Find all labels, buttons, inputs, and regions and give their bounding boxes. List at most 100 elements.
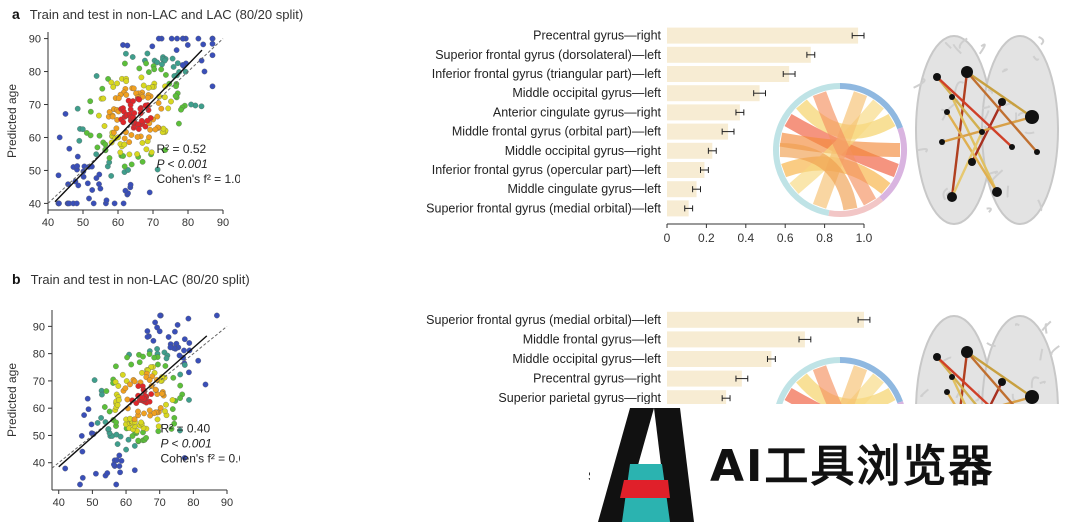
sulcus [953, 81, 965, 95]
sulcus [1032, 55, 1040, 61]
chord-segment [839, 357, 903, 404]
data-point [94, 144, 101, 151]
brain-node [933, 73, 941, 81]
bar [667, 27, 859, 44]
y-tick-label: 90 [29, 34, 41, 46]
regression-line [54, 49, 203, 203]
data-point [195, 35, 202, 42]
data-point [144, 117, 151, 124]
bar-label: Middle frontal gyrus (orbital part)—left [452, 125, 662, 139]
data-point [134, 151, 140, 157]
data-point [209, 83, 216, 90]
data-point [66, 145, 73, 152]
data-point [142, 123, 149, 130]
data-point [101, 123, 108, 129]
data-point [155, 35, 162, 42]
data-point [202, 381, 209, 388]
data-point [177, 371, 184, 378]
data-point [135, 408, 141, 415]
data-point [131, 378, 138, 385]
data-point [138, 74, 145, 81]
brain-node [1025, 110, 1039, 124]
y-tick-label: 50 [33, 430, 45, 442]
data-point [139, 140, 146, 146]
sulcus [1001, 68, 1008, 73]
data-point [169, 406, 176, 412]
chord-segment [773, 83, 841, 216]
data-point [99, 85, 106, 92]
data-point [79, 448, 86, 455]
data-point [200, 41, 207, 48]
connection-edge [950, 71, 969, 198]
brain-node [961, 66, 973, 78]
left-hemisphere [915, 315, 993, 404]
x-tick-label: 0.4 [737, 231, 754, 245]
data-point [129, 433, 136, 439]
identity-line [47, 38, 224, 204]
data-point [176, 352, 183, 359]
y-tick-label: 70 [33, 376, 45, 388]
x-tick-label: 1.0 [856, 231, 873, 245]
data-point [146, 69, 152, 75]
connection-edge [966, 351, 1015, 404]
data-point [139, 158, 146, 165]
sulcus [987, 88, 994, 95]
connection-edge [966, 351, 1033, 398]
data-point [171, 415, 178, 421]
data-point [91, 377, 98, 383]
x-tick-label: 90 [221, 497, 233, 509]
data-point [186, 340, 193, 346]
y-tick-label: 40 [29, 198, 41, 210]
data-point [156, 328, 163, 335]
data-point [84, 180, 91, 187]
data-point [184, 42, 191, 48]
bar [667, 370, 742, 387]
connection-edge [936, 356, 978, 404]
data-point [201, 68, 208, 75]
data-point [146, 134, 152, 141]
data-point [117, 433, 124, 440]
data-point [143, 60, 149, 67]
sulcus [986, 207, 992, 213]
data-point [103, 388, 110, 394]
x-tick-label: 80 [182, 217, 194, 229]
data-point [123, 78, 130, 85]
data-point [114, 80, 120, 87]
brain-node [944, 109, 950, 115]
data-point [169, 397, 176, 403]
bar-label: Inferior frontal gyrus (triangular part)… [432, 67, 662, 81]
data-point [119, 371, 126, 378]
data-point [209, 52, 216, 59]
data-point [113, 125, 120, 132]
data-point [158, 105, 165, 112]
x-tick-label: 0.6 [777, 231, 794, 245]
data-point [185, 315, 192, 322]
data-point [174, 60, 181, 67]
data-point [198, 57, 205, 64]
x-tick-label: 0 [664, 231, 671, 245]
data-point [120, 200, 127, 207]
data-point [140, 82, 147, 89]
y-tick-label: 50 [29, 165, 41, 177]
data-point [154, 416, 161, 423]
chord-diagram-b [773, 357, 907, 414]
sulcus [1038, 35, 1045, 46]
bar [667, 66, 790, 82]
sulcus [917, 148, 928, 153]
x-tick-label: 80 [187, 497, 199, 509]
panel-a-title-text: Train and test in non-LAC and LAC (80/20… [29, 7, 304, 22]
data-point [131, 110, 138, 116]
data-point [118, 457, 125, 464]
data-point [102, 141, 109, 148]
data-point [112, 379, 119, 385]
brain-node [998, 98, 1006, 106]
data-point [181, 336, 188, 343]
data-point [121, 135, 128, 142]
data-point [165, 105, 172, 112]
data-point [159, 61, 165, 68]
data-point [181, 362, 188, 368]
bar [667, 142, 713, 159]
y-axis-label: Predicted age [5, 363, 19, 437]
p-value-stat: P < 0.001 [157, 157, 208, 171]
data-point [106, 408, 113, 415]
